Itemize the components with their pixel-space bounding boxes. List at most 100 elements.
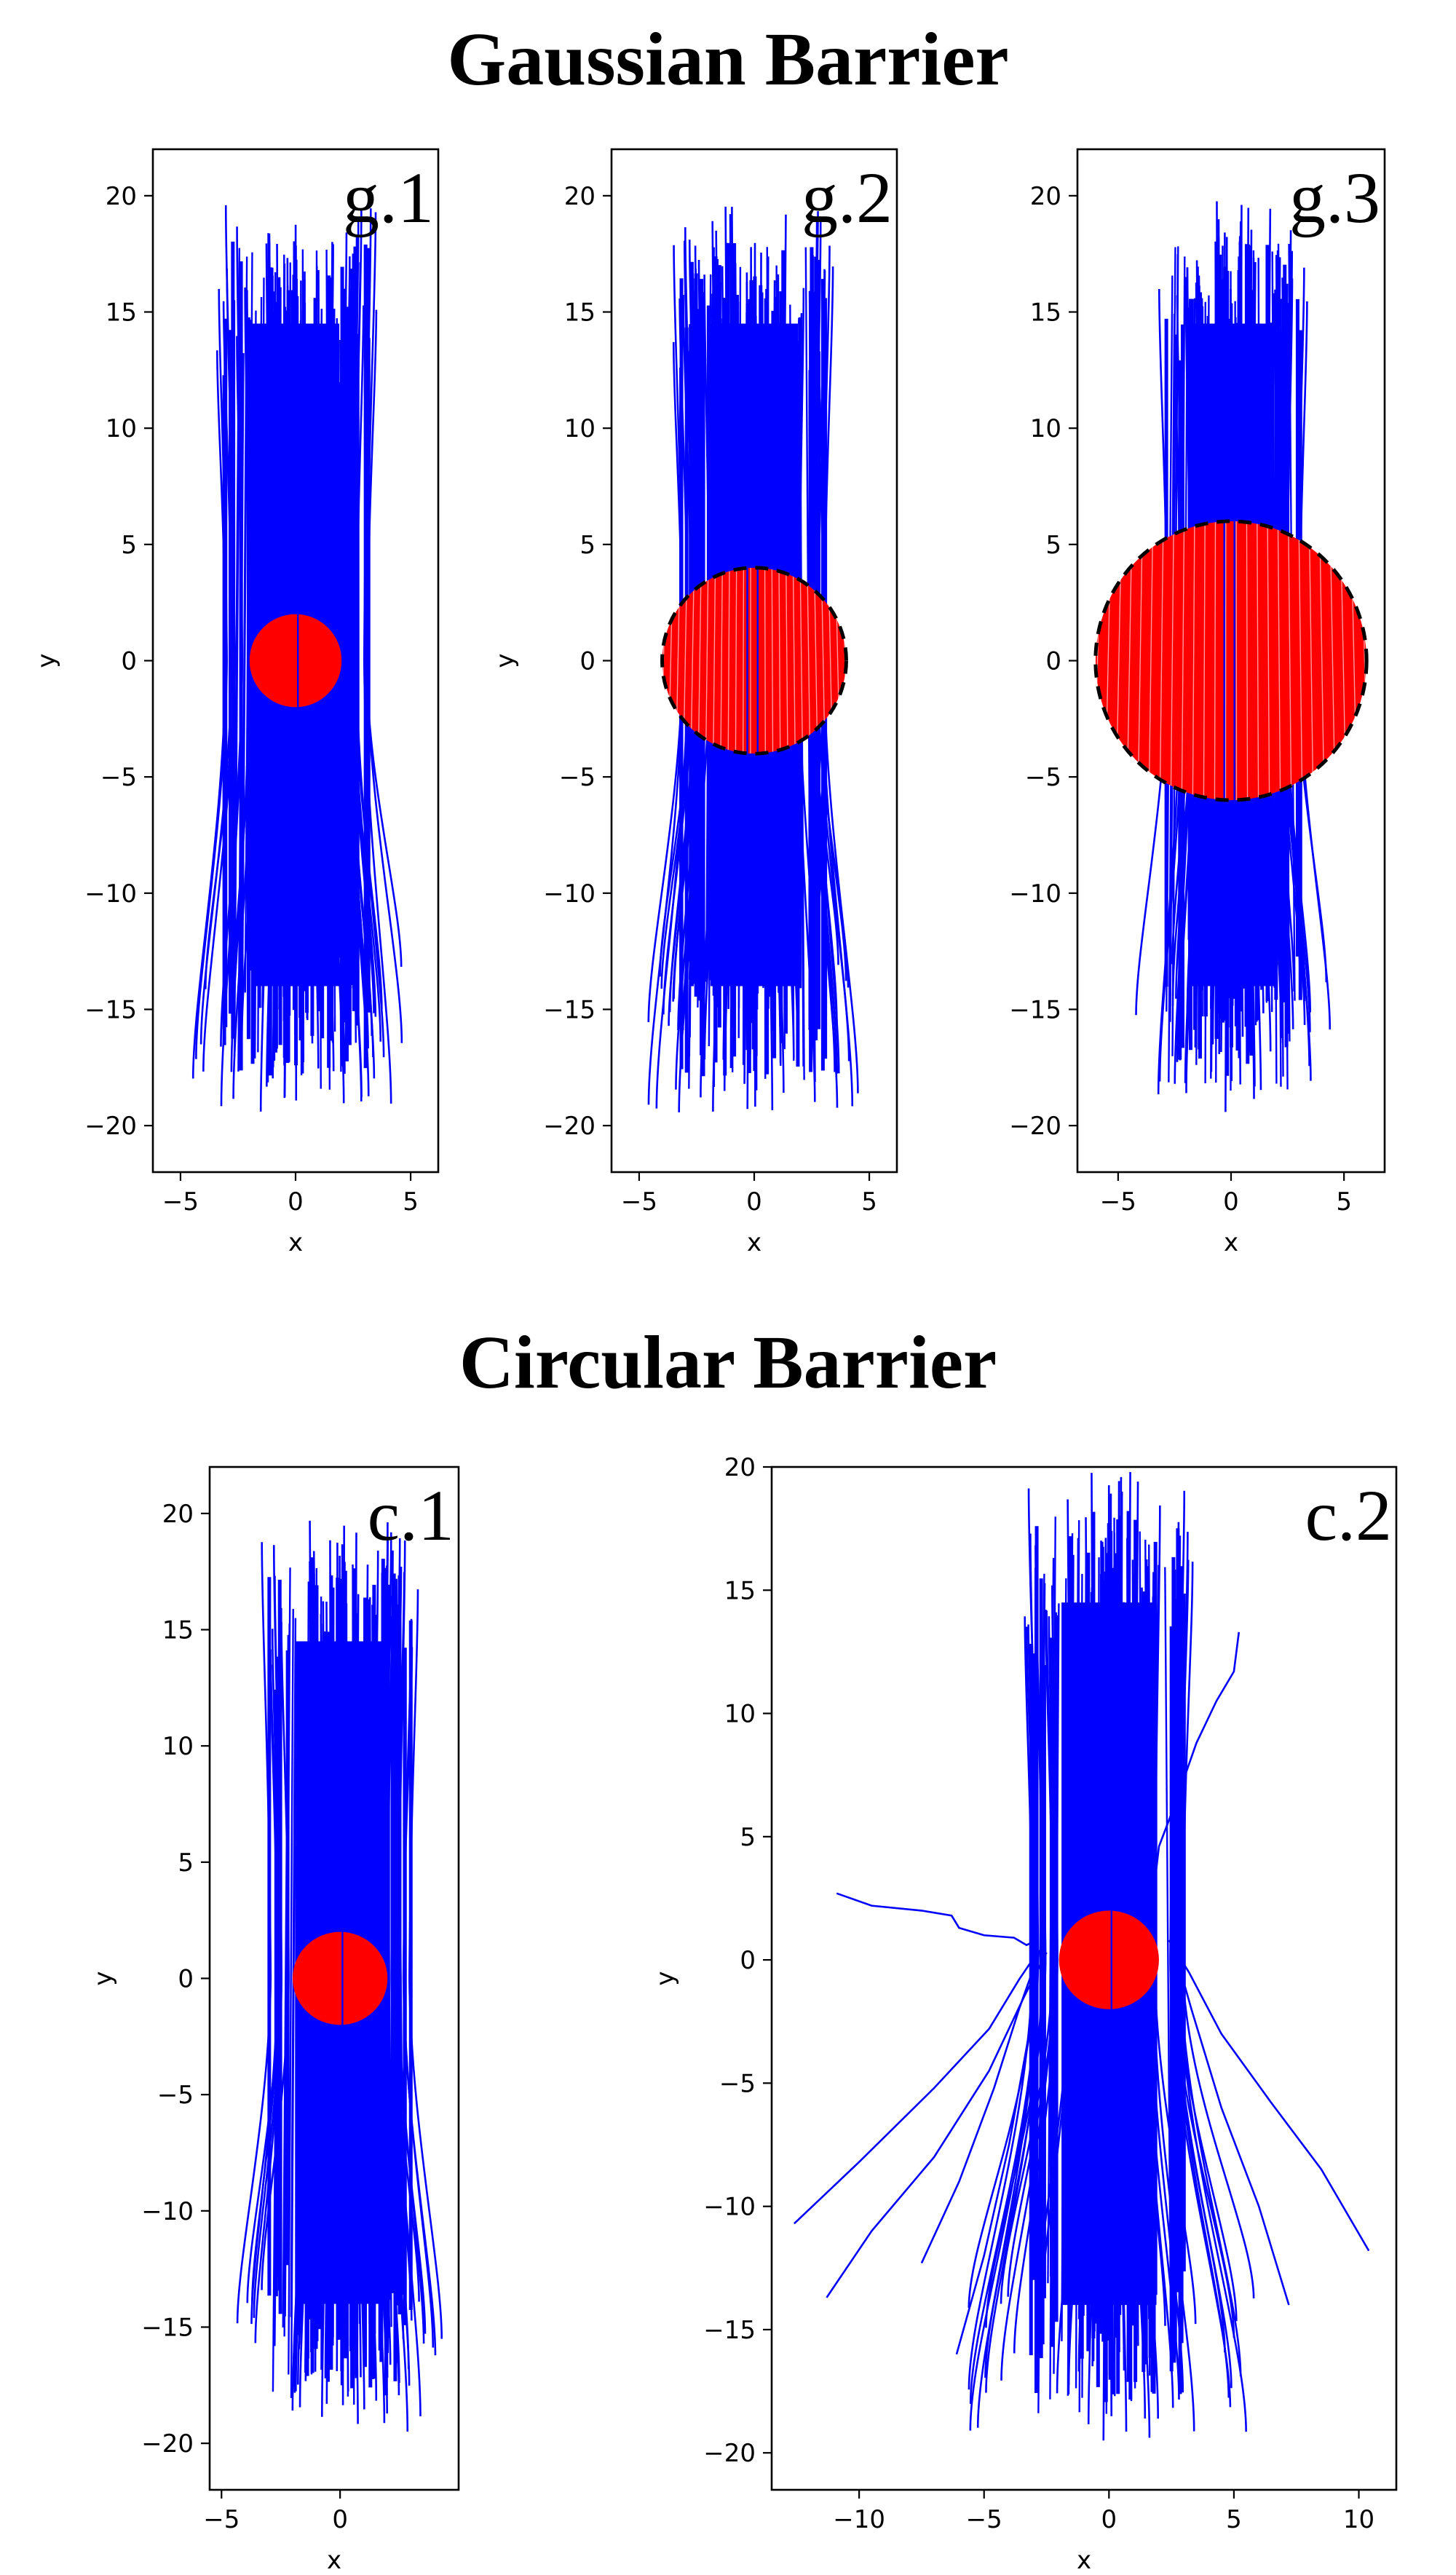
- y-tick-label: 20: [564, 182, 596, 211]
- trajectory-line: [339, 339, 346, 1023]
- trajectory-line: [336, 318, 342, 1072]
- barrier-disk: [293, 1931, 388, 2025]
- x-axis-label: x: [747, 1228, 761, 1257]
- trajectory-line-inside: [764, 567, 767, 754]
- y-tick-label: −15: [703, 2316, 756, 2345]
- trajectory-line-inside: [705, 567, 709, 754]
- trajectory-line-inside: [720, 567, 723, 754]
- scattered-trajectory: [920, 1959, 1038, 2264]
- y-tick-label: −20: [84, 1112, 137, 1141]
- trajectory-line-inside: [1246, 521, 1249, 801]
- trajectory-line-inside: [1214, 521, 1216, 801]
- chart-g1: −5 0 5 −20 −15 −10 −5 0 5 10 15 20 x y g.1: [32, 148, 440, 1257]
- trajectory-line: [351, 323, 359, 1003]
- barrier-dashed-circle: [660, 566, 848, 756]
- trajectory-line: [390, 1669, 398, 2363]
- y-axis-label: y: [32, 653, 61, 668]
- trajectory-line-inside: [690, 567, 695, 754]
- trajectory-line-inside: [1288, 521, 1292, 801]
- y-tick-label: 20: [1030, 182, 1061, 211]
- trajectory-line-inside: [1298, 521, 1303, 801]
- y-tick-label: 15: [564, 298, 596, 328]
- trajectory-line-inside: [697, 567, 702, 754]
- trajectory-line: [1139, 1531, 1144, 2303]
- x-tick-label: −10: [833, 2505, 885, 2534]
- panel-label: g.3: [1289, 157, 1380, 238]
- barrier-region: [662, 567, 847, 754]
- trajectory-line-inside: [813, 567, 818, 754]
- y-tick-label: 5: [121, 531, 137, 560]
- x-axis-label: x: [327, 2546, 341, 2575]
- y-tick-label: −10: [84, 879, 137, 909]
- trajectory-line: [1164, 1567, 1172, 2303]
- x-axis-label: x: [1077, 2546, 1091, 2575]
- trajectory-line-inside: [1137, 521, 1143, 801]
- x-tick-label: 10: [1343, 2505, 1374, 2534]
- x-tick-label: 5: [861, 1187, 877, 1217]
- y-tick-label: −5: [559, 763, 596, 792]
- trajectory-line-inside: [778, 567, 781, 754]
- y-tick-label: −20: [1009, 1112, 1061, 1141]
- barrier-fill: [662, 567, 847, 754]
- trajectory-line: [1179, 1960, 1242, 2377]
- y-tick-label: −10: [543, 879, 596, 909]
- trajectory-line-inside: [1170, 521, 1174, 801]
- trajectory-line-inside: [786, 567, 788, 754]
- plot-area: [191, 205, 403, 1112]
- trajectory-line-inside: [1159, 521, 1164, 801]
- y-tick-label: 20: [162, 1500, 194, 1529]
- trajectory-line: [395, 1578, 403, 2295]
- trajectory-line-inside: [799, 567, 804, 754]
- panel-label: c.1: [368, 1475, 454, 1556]
- y-tick-label: 5: [178, 1848, 194, 1878]
- y-tick-label: 15: [1030, 298, 1061, 328]
- y-tick-label: 0: [579, 647, 596, 676]
- barrier-disk: [249, 614, 342, 708]
- trajectory-line: [233, 274, 241, 1057]
- trajectory-line-inside: [1257, 521, 1259, 801]
- x-tick-label: −5: [621, 1187, 657, 1217]
- barrier-fill: [1095, 521, 1367, 801]
- trajectory-line: [1074, 1538, 1080, 2303]
- trajectory-line-inside: [727, 567, 730, 754]
- trajectory-line: [282, 1634, 290, 2328]
- trajectory-line: [272, 1670, 280, 2392]
- y-tick-label: −10: [1009, 879, 1061, 909]
- y-axis-label: y: [651, 1971, 680, 1985]
- x-tick-label: 5: [1226, 2505, 1242, 2534]
- scattered-trajectory: [955, 1950, 1040, 2355]
- scattered-trajectory: [826, 1952, 1048, 2298]
- y-tick-label: −10: [703, 2193, 756, 2222]
- panel-label: g.1: [343, 157, 434, 238]
- x-tick-label: 0: [1223, 1187, 1239, 1217]
- x-tick-label: −5: [966, 2505, 1002, 2534]
- y-axis-label: y: [89, 1971, 118, 1985]
- y-tick-label: −15: [141, 2313, 194, 2342]
- y-tick-label: 10: [1030, 414, 1061, 443]
- gaussian-barrier-title: Gaussian Barrier: [447, 17, 1009, 101]
- trajectory-line-inside: [1148, 521, 1154, 801]
- y-tick-label: 15: [162, 1616, 194, 1645]
- y-tick-label: −10: [141, 2197, 194, 2226]
- x-tick-label: 0: [288, 1187, 304, 1217]
- y-tick-label: 0: [121, 647, 137, 676]
- trajectory-line: [241, 329, 248, 1011]
- trajectory-line-inside: [1203, 521, 1206, 801]
- y-axis-label: y: [491, 653, 520, 668]
- trajectory-line: [349, 288, 357, 1043]
- trajectory-line: [259, 277, 265, 966]
- x-tick-label: 0: [332, 2505, 348, 2534]
- x-tick-label: −5: [162, 1187, 199, 1217]
- trajectory-line: [1053, 1603, 1060, 2374]
- trajectory-line: [368, 1648, 374, 2380]
- barrier-dashed-circle: [1093, 519, 1369, 802]
- x-tick-label: 0: [746, 1187, 762, 1217]
- x-tick-label: −5: [1100, 1187, 1136, 1217]
- x-tick-label: 5: [1336, 1187, 1352, 1217]
- scattered-trajectory: [1150, 1631, 1241, 1911]
- trajectory-line-inside: [1267, 521, 1270, 801]
- chart-c2: −10 −5 0 5 10 −20 −15 −10 −5 0 5 10 15 20 x y c.2: [651, 1453, 1398, 2575]
- chart-g2: −5 0 5 −20 −15 −10 −5 0 5 10 15 20 x y g.2: [491, 148, 898, 1257]
- trajectory-line: [385, 1565, 392, 2327]
- trajectory-line: [1181, 1960, 1255, 2299]
